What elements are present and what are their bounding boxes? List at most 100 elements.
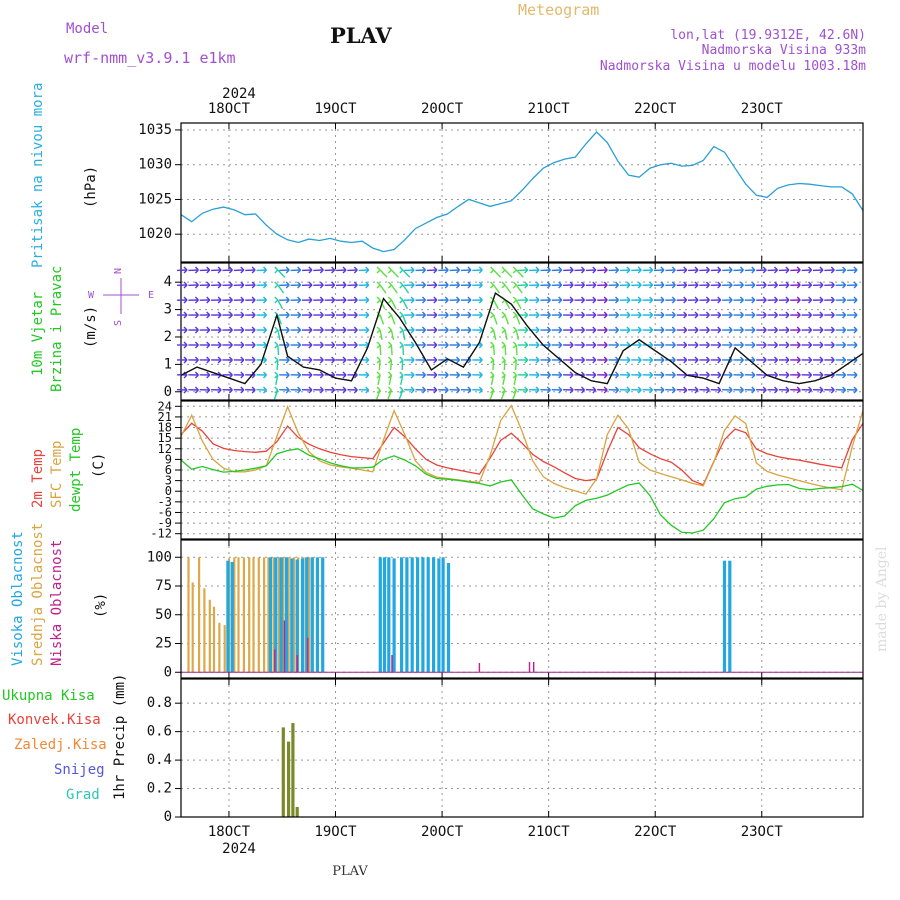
wind-arrow: [426, 386, 438, 394]
precip-label-group: Ukupna Kisa Konvek.Kisa Zaledj.Kisa Snij…: [2, 674, 128, 803]
wind-arrow: [211, 341, 222, 349]
wind-arrow: [188, 266, 199, 274]
precip-frame: [180, 678, 864, 818]
wind-arrow: [517, 371, 529, 379]
wind-arrow: [540, 296, 551, 304]
low-cloud-label: Niska Oblacnost: [49, 540, 65, 666]
wind-arrow: [529, 371, 540, 379]
wind-arrow: [199, 281, 211, 289]
wind-arrow: [347, 266, 358, 274]
wind-arrow: [387, 341, 393, 356]
wind-arrow: [472, 371, 483, 379]
wind-arrow: [347, 296, 358, 304]
wind-arrow: [688, 341, 699, 349]
wind-arrow: [335, 326, 347, 334]
wind-arrow: [710, 371, 722, 379]
bottom-year-label: 2024: [222, 841, 256, 857]
wind-arrow: [528, 311, 540, 319]
wind-arrow: [778, 386, 790, 394]
wind-arrow: [563, 386, 574, 394]
wind-arrow: [619, 356, 631, 364]
top-date-label: 21OCT: [528, 101, 571, 117]
wind-arrow: [778, 266, 790, 274]
wind-arrow: [517, 326, 529, 334]
high-cloud-bar: [315, 557, 319, 673]
wind-arrow: [399, 356, 404, 371]
wind-arrow: [676, 356, 688, 364]
wind-arrow: [512, 281, 523, 294]
wind-arrow: [847, 266, 858, 274]
wind-arrow: [722, 296, 733, 304]
wind-arrow: [199, 386, 211, 394]
wind-arrow: [211, 281, 222, 289]
wind-arrow: [642, 326, 654, 334]
wind-arrow: [574, 266, 585, 274]
sfc-temp-line: [180, 404, 864, 495]
wind-arrow: [551, 266, 563, 274]
wind-arrow: [199, 356, 211, 364]
low-cloud-bar: [533, 661, 535, 673]
wind-arrow: [211, 266, 222, 274]
precip-frozen-label: Zaledj.Kisa: [14, 737, 107, 753]
wind-arrow: [279, 311, 290, 319]
wind-arrow: [801, 296, 813, 304]
wind-arrow: [631, 266, 642, 274]
wind-arrow: [540, 266, 551, 274]
wind-arrow: [290, 311, 302, 319]
wind-arrow: [301, 386, 313, 394]
wind-arrow: [490, 266, 502, 278]
wind-arrow: [597, 341, 608, 349]
wind-arrow: [501, 371, 506, 385]
wind-arrow: [301, 281, 313, 289]
wind-arrow: [653, 281, 665, 289]
wind-arrow: [347, 356, 358, 364]
clouds-frame: [180, 539, 864, 679]
wind-arrow: [676, 386, 688, 394]
wind-arrow: [517, 386, 529, 394]
wind-arrow: [688, 266, 699, 274]
wind-arrow: [756, 266, 767, 274]
wind-arrow: [222, 341, 233, 349]
wind-arrow: [233, 266, 245, 274]
y-tick-label: 21: [158, 410, 172, 424]
wind-arrow: [710, 281, 722, 289]
wind-arrow: [199, 341, 211, 349]
wind-arrow: [529, 386, 540, 394]
wind-arrow: [529, 281, 540, 289]
wind-arrow: [222, 386, 233, 394]
wind-arrow: [415, 281, 426, 289]
wind-arrow: [767, 326, 778, 334]
wind-arrow: [642, 311, 654, 319]
y-tick-label: -6: [158, 505, 172, 519]
wind-arrow: [290, 326, 302, 334]
wind-arrow: [631, 341, 642, 349]
wind-arrow: [574, 356, 585, 364]
wind-arrow: [222, 311, 233, 319]
mid-cloud-bar: [287, 557, 290, 673]
mid-cloud-bar: [272, 557, 275, 673]
low-cloud-bar: [478, 663, 481, 673]
wind-arrow: [767, 386, 778, 394]
wind-arrow: [585, 296, 597, 304]
y-tick-label: 4: [164, 274, 172, 290]
wind-arrow: [767, 356, 778, 364]
high-cloud-bar: [416, 557, 420, 673]
y-tick-label: 3: [164, 302, 172, 318]
low-cloud-bar: [307, 637, 309, 673]
wind-arrow: [574, 386, 585, 394]
wind-arrow: [574, 341, 585, 349]
y-tick-label: 0.8: [147, 695, 172, 711]
wind-arrow: [801, 311, 813, 319]
y-tick-label: 1020: [138, 226, 172, 242]
wind-arrow: [490, 341, 495, 356]
snow-label: Snijeg: [54, 762, 105, 778]
wind-arrow: [767, 311, 778, 319]
wind-arrow: [585, 356, 597, 364]
wind-arrow: [279, 386, 290, 394]
wind-arrow: [585, 386, 597, 394]
wind-arrow: [472, 326, 483, 334]
precip-ylabel-unit: (mm): [112, 674, 128, 708]
y-tick-label: 18: [158, 421, 172, 435]
wind-arrow: [790, 371, 801, 379]
wind-arrow: [347, 371, 358, 379]
